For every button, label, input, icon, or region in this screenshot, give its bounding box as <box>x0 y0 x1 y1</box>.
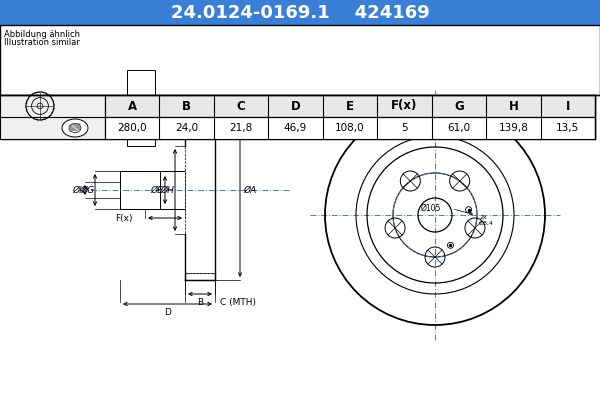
Text: 280,0: 280,0 <box>118 123 147 133</box>
Bar <box>185 107 215 273</box>
Text: B: B <box>197 298 203 307</box>
Text: I: I <box>566 100 570 112</box>
Bar <box>185 100 215 107</box>
Text: C (MTH): C (MTH) <box>220 298 256 306</box>
Bar <box>105 95 595 117</box>
Bar <box>127 70 155 146</box>
Text: 24.0124-0169.1    424169: 24.0124-0169.1 424169 <box>170 4 430 22</box>
Text: H: H <box>508 100 518 112</box>
Bar <box>0 0 600 25</box>
Text: F(x): F(x) <box>391 100 418 112</box>
Bar <box>105 117 595 139</box>
Text: F(x): F(x) <box>115 214 133 222</box>
Text: ØA: ØA <box>244 186 257 194</box>
Text: 24,0: 24,0 <box>175 123 198 133</box>
Text: Abbildung ähnlich: Abbildung ähnlich <box>4 30 80 39</box>
Text: A: A <box>128 100 137 112</box>
Ellipse shape <box>69 124 81 132</box>
Text: E: E <box>346 100 354 112</box>
Bar <box>185 273 215 280</box>
Bar <box>0 95 595 139</box>
Text: ØI: ØI <box>72 186 82 194</box>
Text: D: D <box>290 100 301 112</box>
Text: D: D <box>164 308 171 317</box>
Text: ØE: ØE <box>151 186 163 194</box>
Text: 46,9: 46,9 <box>284 123 307 133</box>
Text: B: B <box>182 100 191 112</box>
Text: 61,0: 61,0 <box>448 123 470 133</box>
Text: C: C <box>237 100 245 112</box>
Bar <box>70 95 600 320</box>
Text: 108,0: 108,0 <box>335 123 365 133</box>
Ellipse shape <box>62 119 88 137</box>
Text: ØG: ØG <box>80 186 94 194</box>
Text: Ø105: Ø105 <box>421 204 441 213</box>
Text: 2x
Ø8,4: 2x Ø8,4 <box>479 214 494 226</box>
Bar <box>120 171 160 209</box>
Text: ØH: ØH <box>160 186 174 194</box>
Text: 13,5: 13,5 <box>556 123 580 133</box>
Text: 21,8: 21,8 <box>229 123 253 133</box>
Text: 139,8: 139,8 <box>499 123 528 133</box>
Text: 5: 5 <box>401 123 408 133</box>
Bar <box>0 95 105 139</box>
Bar <box>145 171 185 209</box>
Text: G: G <box>454 100 464 112</box>
Bar <box>0 25 600 95</box>
Text: Illustration similar: Illustration similar <box>4 38 80 47</box>
